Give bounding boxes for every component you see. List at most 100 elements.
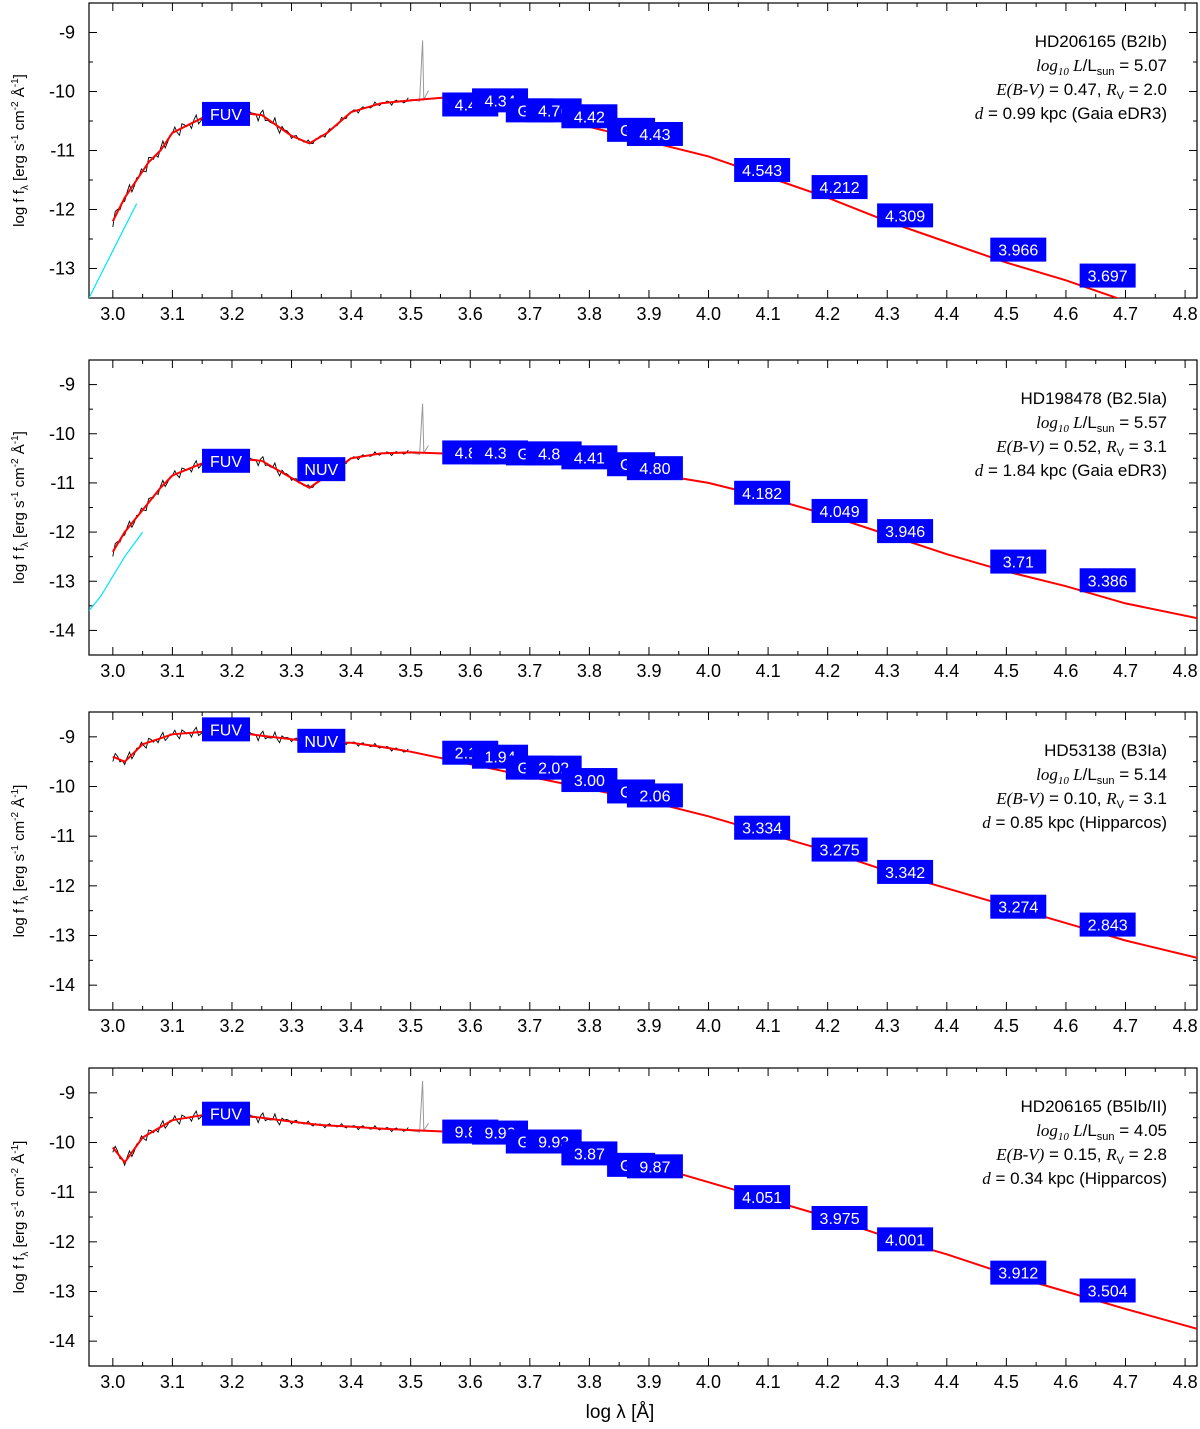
photometry-label: 3.697 xyxy=(1088,269,1128,286)
photometry-label: 4.001 xyxy=(885,1232,925,1249)
photometry-label: 3.912 xyxy=(998,1266,1038,1283)
y-tick-label: -11 xyxy=(50,141,75,161)
x-tick-label: 4.3 xyxy=(875,1372,900,1392)
optical-spectrum xyxy=(410,40,429,102)
y-tick-label: -14 xyxy=(49,1331,75,1351)
x-tick-label: 3.8 xyxy=(577,1372,602,1392)
panel-4: 3.0 3.1 3.2 3.3 3.4 3.5 3.6 3.7 3.8 3.9 4.0 4.1 4.2 4… xyxy=(10,1067,1198,1392)
x-tick-label: 3.7 xyxy=(517,304,542,324)
photometry-box xyxy=(202,717,251,742)
star-name: HD198478 (B2.5Ia) xyxy=(1021,389,1167,408)
photometry-label: FUV xyxy=(210,722,242,739)
x-tick-label: 3.5 xyxy=(398,304,423,324)
photometry-box xyxy=(811,175,868,200)
photometry-label: 4.051 xyxy=(742,1190,782,1207)
extinction-label: E(B-V) = 0.10, RV = 3.1 xyxy=(995,789,1167,811)
y-tick-label: -9 xyxy=(59,23,75,43)
y-tick-label: -10 xyxy=(49,777,75,797)
x-tick-label: 3.2 xyxy=(219,661,244,681)
x-tick-label: 3.9 xyxy=(636,1016,661,1036)
photometry-box xyxy=(877,1227,934,1252)
x-tick-label: 4.6 xyxy=(1053,661,1078,681)
photometry-point: 4.051 xyxy=(734,1185,791,1210)
plot-frame xyxy=(88,711,1198,1011)
photometry-point: 4.80 xyxy=(626,456,683,481)
x-tick-label: 3.0 xyxy=(100,1016,125,1036)
extinction-label: E(B-V) = 0.47, RV = 2.0 xyxy=(995,80,1167,102)
photometry-point: 4.182 xyxy=(734,480,791,505)
y-tick-label: -11 xyxy=(50,473,75,493)
photometry-box xyxy=(626,121,683,146)
panel-3: 3.0 3.1 3.2 3.3 3.4 3.5 3.6 3.7 3.8 3.9 4.0 4.1 4.2 4… xyxy=(10,711,1198,1036)
photometry-point: 9.87 xyxy=(626,1154,683,1179)
photometry-point: 3.697 xyxy=(1079,263,1136,288)
x-tick-label: 4.2 xyxy=(815,304,840,324)
y-tick-label: -12 xyxy=(49,522,75,542)
photometry-point: 4.42 xyxy=(561,104,618,129)
x-tick-label: 3.6 xyxy=(458,661,483,681)
x-tick-label: 4.4 xyxy=(934,304,959,324)
photometry-label: 3.00 xyxy=(574,773,605,790)
x-tick-label: 3.4 xyxy=(339,304,364,324)
y-tick-label: -11 xyxy=(50,826,75,846)
extinction-label: E(B-V) = 0.52, RV = 3.1 xyxy=(995,437,1167,459)
photometry-label: 3.966 xyxy=(998,243,1038,260)
x-tick-label: 4.0 xyxy=(696,1372,721,1392)
photometry-box xyxy=(990,1260,1047,1285)
photometry-box xyxy=(626,783,683,808)
photometry-label: 3.334 xyxy=(742,821,782,838)
x-tick-label: 4.7 xyxy=(1113,661,1138,681)
x-tick-label: 4.2 xyxy=(815,661,840,681)
y-tick-label: -13 xyxy=(49,571,75,591)
distance-label: d = 1.84 kpc (Gaia eDR3) xyxy=(975,461,1167,480)
x-tick-label: 4.7 xyxy=(1113,1372,1138,1392)
y-axis-label: log f fλ [erg s-1 cm-2 Å-1] xyxy=(10,74,31,227)
x-tick-label: 3.4 xyxy=(339,1016,364,1036)
distance-label: d = 0.99 kpc (Gaia eDR3) xyxy=(975,104,1167,123)
photometry-box xyxy=(990,237,1047,262)
x-tick-label: 3.7 xyxy=(517,1016,542,1036)
photometry-point: 4.049 xyxy=(811,498,868,523)
y-axis-label: log f fλ [erg s-1 cm-2 Å-1] xyxy=(10,785,31,938)
model-sed-line xyxy=(112,730,1197,959)
observed-spectrum xyxy=(112,725,409,766)
x-tick-label: 3.8 xyxy=(577,304,602,324)
x-tick-label: 3.9 xyxy=(636,661,661,681)
photometry-point: 3.946 xyxy=(877,519,934,544)
x-tick-label: 3.8 xyxy=(577,661,602,681)
photometry-point: 3.334 xyxy=(734,815,791,840)
x-tick-label: 4.5 xyxy=(994,304,1019,324)
luminosity-label: log10 L/Lsun = 5.14 xyxy=(1036,765,1167,787)
photometry-label: 3.946 xyxy=(885,524,925,541)
x-tick-label: 3.5 xyxy=(398,1372,423,1392)
x-tick-label: 4.5 xyxy=(994,661,1019,681)
x-axis-label: log λ [Å] xyxy=(586,1402,655,1423)
photometry-point: 4.001 xyxy=(877,1227,934,1252)
photometry-label: FUV xyxy=(210,1107,242,1124)
star-name: HD53138 (B3Ia) xyxy=(1044,741,1167,760)
photometry-box xyxy=(734,480,791,505)
photometry-point: 4.212 xyxy=(811,175,868,200)
x-tick-label: 4.3 xyxy=(875,304,900,324)
iue-spectrum xyxy=(89,203,138,298)
y-tick-label: -11 xyxy=(50,1182,75,1202)
photometry-point: 3.386 xyxy=(1079,568,1136,593)
x-tick-label: 3.6 xyxy=(458,1372,483,1392)
panel-1: 3.0 3.1 3.2 3.3 3.4 3.5 3.6 3.7 3.8 3.9 4.0 4.1 4.2 4… xyxy=(10,2,1198,324)
photometry-box xyxy=(1079,568,1136,593)
x-tick-label: 4.0 xyxy=(696,1016,721,1036)
luminosity-label: log10 L/Lsun = 5.57 xyxy=(1036,413,1167,435)
x-tick-label: 3.2 xyxy=(219,1016,244,1036)
photometry-point: 3.00 xyxy=(561,768,618,793)
photometry-point: 2.843 xyxy=(1079,912,1136,937)
photometry-box xyxy=(1079,912,1136,937)
x-tick-label: 4.6 xyxy=(1053,1372,1078,1392)
photometry-label: 4.42 xyxy=(574,109,605,126)
y-tick-label: -12 xyxy=(49,200,75,220)
photometry-point: 3.975 xyxy=(811,1205,868,1230)
y-tick-label: -10 xyxy=(49,1133,75,1153)
y-tick-label: -13 xyxy=(49,1282,75,1302)
photometry-label: 3.71 xyxy=(1003,555,1034,572)
photometry-point: 3.504 xyxy=(1079,1278,1136,1303)
